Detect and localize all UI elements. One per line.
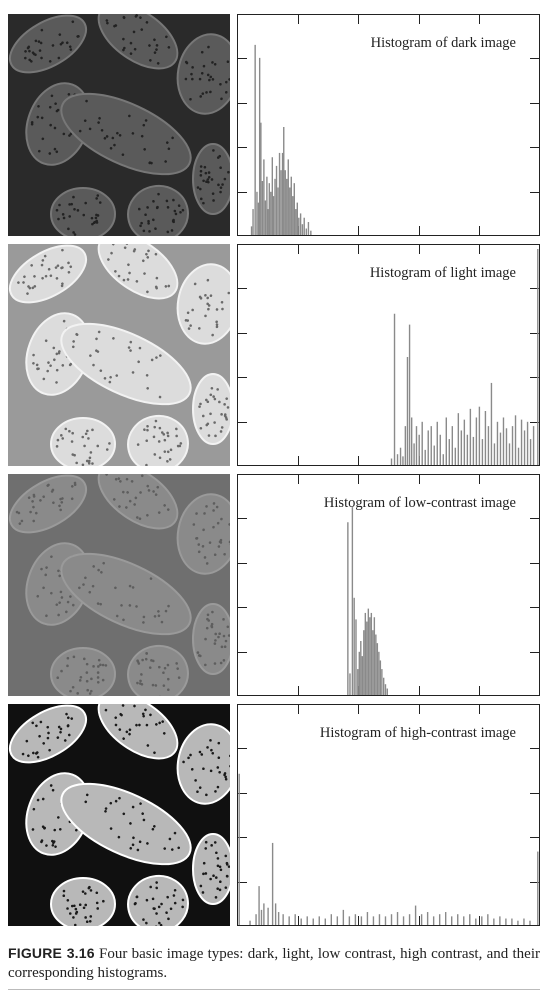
dark-image <box>8 14 230 236</box>
pollen-grain <box>9 244 87 304</box>
pollen-grain <box>97 244 179 300</box>
caption-text: Four basic image types: dark, light, low… <box>8 946 540 981</box>
pollen-grain <box>97 14 179 70</box>
high-contrast-image <box>8 704 230 926</box>
figure-caption: FIGURE 3.16 Four basic image types: dark… <box>8 944 540 983</box>
pollen-grain <box>60 782 192 866</box>
pollen-grain <box>60 552 192 636</box>
pollen-grain <box>176 493 230 575</box>
pollen-grain <box>192 603 230 675</box>
pollen-grain <box>50 647 116 696</box>
histogram-title: Histogram of dark image <box>370 35 516 51</box>
pollen-grain <box>127 874 189 926</box>
pollen-grain <box>97 704 179 760</box>
pollen-grain <box>60 92 192 176</box>
pollen-grain <box>176 33 230 115</box>
histogram-title: Histogram of light image <box>369 265 516 281</box>
pollen-grain <box>9 474 87 534</box>
panel-row-dark: Histogram of dark image <box>8 14 540 236</box>
figure-label: FIGURE 3.16 <box>8 945 95 961</box>
pollen-grain <box>9 704 87 764</box>
histogram-frame <box>237 474 540 696</box>
histogram-frame <box>237 704 540 926</box>
histogram-title: Histogram of high-contrast image <box>319 725 516 741</box>
pollen-grain <box>60 322 192 406</box>
panel-row-low-contrast: Histogram of low-contrast image <box>8 474 540 696</box>
pollen-grain <box>192 373 230 445</box>
histogram-light: Histogram of light image <box>237 244 540 466</box>
histogram-dark: Histogram of dark image <box>237 14 540 236</box>
histogram-low-contrast: Histogram of low-contrast image <box>237 474 540 696</box>
panel-row-high-contrast: Histogram of high-contrast image <box>8 704 540 926</box>
histogram-frame <box>237 244 540 466</box>
pollen-grain <box>176 263 230 345</box>
pollen-grain <box>192 833 230 905</box>
pollen-grain <box>97 474 179 530</box>
pollen-grain <box>50 417 116 466</box>
panel-row-light: Histogram of light image <box>8 244 540 466</box>
caption-rule <box>8 989 540 990</box>
pollen-grain <box>50 877 116 926</box>
histogram-title: Histogram of low-contrast image <box>323 495 516 511</box>
histogram-high-contrast: Histogram of high-contrast image <box>237 704 540 926</box>
pollen-grain <box>9 14 87 74</box>
pollen-grain <box>50 187 116 236</box>
low-contrast-image <box>8 474 230 696</box>
pollen-grain <box>127 414 189 466</box>
pollen-grain <box>127 644 189 696</box>
pollen-grain <box>192 143 230 215</box>
pollen-grain <box>176 723 230 805</box>
pollen-grain <box>127 184 189 236</box>
light-image <box>8 244 230 466</box>
